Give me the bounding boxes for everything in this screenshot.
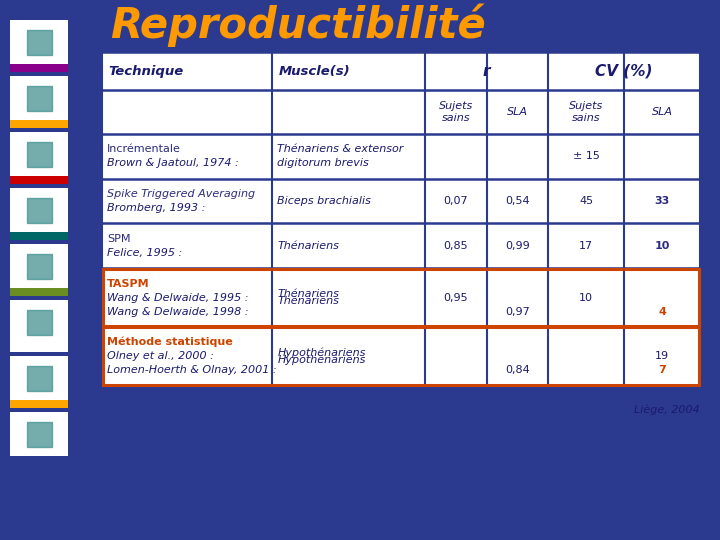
Text: 0,95: 0,95 [444, 293, 468, 302]
Bar [10, 412, 68, 464]
Text: SPM: SPM [107, 234, 130, 244]
Bar [10, 344, 68, 352]
Text: 17: 17 [579, 241, 593, 251]
Text: 19: 19 [655, 351, 669, 361]
Text: 10: 10 [654, 241, 670, 251]
Bar [10, 232, 68, 240]
Text: Incrémentale: Incrémentale [107, 144, 181, 154]
Text: Thénariens: Thénariens [277, 296, 339, 306]
Text: Wang & Delwaide, 1998 :: Wang & Delwaide, 1998 : [107, 307, 248, 316]
Text: 0,54: 0,54 [505, 196, 530, 206]
Text: 0,84: 0,84 [505, 365, 530, 375]
Text: r: r [483, 64, 490, 79]
Text: SLA: SLA [507, 107, 528, 117]
Bar [10, 188, 68, 240]
Text: SLA: SLA [652, 107, 672, 117]
Bar [10, 244, 68, 296]
Text: Lomen-Hoerth & Olnay, 2001 :: Lomen-Hoerth & Olnay, 2001 : [107, 365, 276, 375]
Text: 0,85: 0,85 [444, 241, 468, 251]
Bar [10, 64, 68, 72]
Text: ± 15: ± 15 [572, 151, 600, 161]
Text: Sujets
sains: Sujets sains [569, 101, 603, 123]
Text: 4: 4 [658, 307, 666, 316]
Bar [10, 300, 68, 352]
Text: 45: 45 [579, 196, 593, 206]
Text: Wang & Delwaide, 1995 :: Wang & Delwaide, 1995 : [107, 293, 248, 302]
Bar [10, 400, 68, 408]
Bar [10, 76, 68, 128]
Text: 0,97: 0,97 [505, 307, 530, 316]
Text: Sujets
sains: Sujets sains [438, 101, 473, 123]
Bar [10, 288, 68, 296]
Text: Thénariens: Thénariens [277, 241, 339, 251]
Bar [10, 456, 68, 464]
Text: Muscle(s): Muscle(s) [279, 65, 350, 78]
Text: Hypothénariens: Hypothénariens [277, 347, 366, 357]
Text: 0,99: 0,99 [505, 241, 530, 251]
Text: Thénariens & extensor
digitorum brevis: Thénariens & extensor digitorum brevis [277, 145, 404, 167]
Text: Brown & Jaatoul, 1974 :: Brown & Jaatoul, 1974 : [107, 158, 239, 168]
Text: Hypothénariens: Hypothénariens [277, 354, 366, 364]
Bar [10, 20, 68, 72]
Bar [10, 176, 68, 184]
Bar [10, 132, 68, 184]
Text: Liège, 2004: Liège, 2004 [634, 405, 700, 415]
Text: TASPM: TASPM [107, 279, 150, 288]
Bar [10, 356, 68, 408]
Text: 10: 10 [579, 293, 593, 302]
Text: Méthode statistique: Méthode statistique [107, 336, 233, 347]
Text: 7: 7 [658, 365, 666, 375]
Text: Technique: Technique [108, 65, 184, 78]
Bar [103, 269, 699, 326]
Text: 33: 33 [654, 196, 670, 206]
Text: Spike Triggered Averaging: Spike Triggered Averaging [107, 189, 255, 199]
Text: Biceps brachialis: Biceps brachialis [277, 196, 372, 206]
Bar [103, 327, 699, 384]
Text: Felice, 1995 :: Felice, 1995 : [107, 248, 182, 258]
Text: 0,07: 0,07 [444, 196, 468, 206]
Bar [10, 120, 68, 128]
Text: Reproductibilité: Reproductibilité [110, 3, 486, 47]
Text: Thénariens: Thénariens [277, 289, 339, 299]
Text: Bromberg, 1993 :: Bromberg, 1993 : [107, 203, 205, 213]
Text: CV (%): CV (%) [595, 64, 653, 79]
Text: Olney et al., 2000 :: Olney et al., 2000 : [107, 351, 214, 361]
Bar [102, 52, 700, 385]
